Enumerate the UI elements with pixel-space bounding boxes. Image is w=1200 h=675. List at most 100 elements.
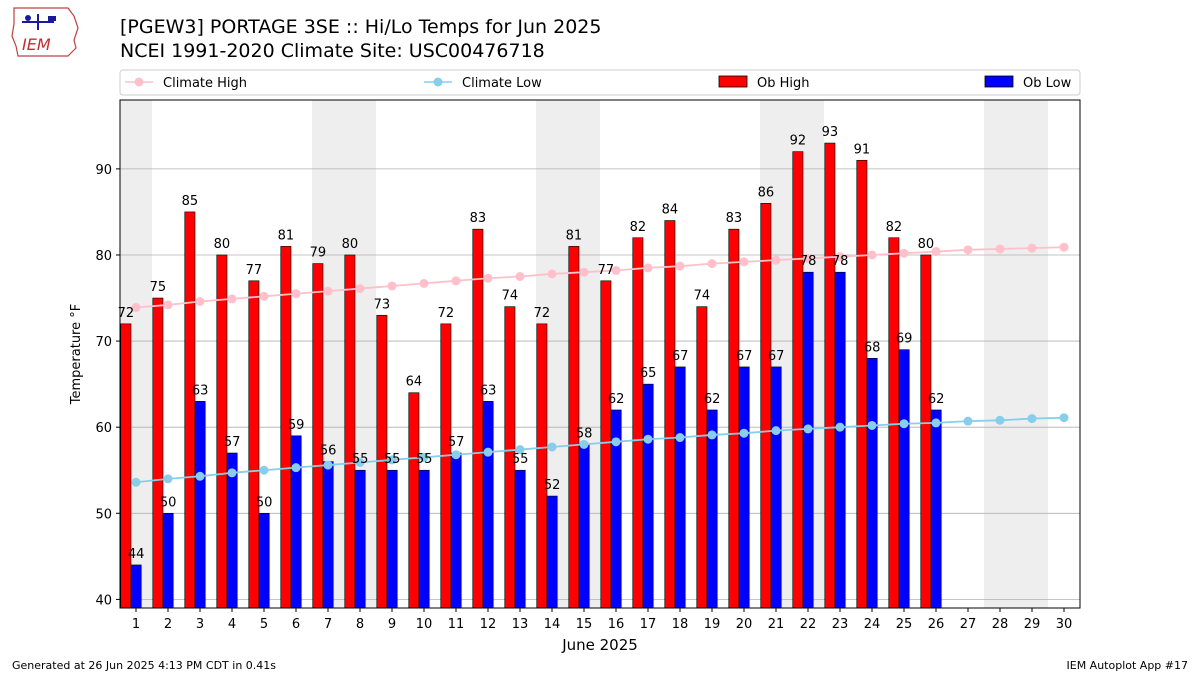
climate-high-point bbox=[675, 261, 685, 271]
climate-high-point bbox=[419, 278, 429, 288]
climate-low-point bbox=[291, 463, 301, 473]
climate-high-point bbox=[643, 263, 653, 273]
legend-label: Ob High bbox=[757, 76, 810, 91]
legend-item-climate-low: Climate Low bbox=[424, 76, 542, 91]
ob-high-bar bbox=[408, 392, 420, 609]
climate-low-point bbox=[931, 418, 941, 428]
ob-high-bar bbox=[696, 306, 708, 609]
ob-low-data-label: 57 bbox=[224, 435, 241, 450]
x-tick-label: 5 bbox=[260, 617, 268, 632]
ob-low-bar bbox=[514, 469, 526, 609]
x-tick-label: 8 bbox=[356, 617, 364, 632]
climate-low-point bbox=[227, 468, 237, 478]
ob-low-data-label: 63 bbox=[192, 383, 209, 398]
climate-low-point bbox=[419, 452, 429, 462]
climate-high-point bbox=[387, 281, 397, 291]
climate-low-point bbox=[707, 430, 717, 440]
ob-high-data-label: 86 bbox=[758, 185, 775, 200]
y-tick-label: 90 bbox=[95, 163, 112, 178]
ob-low-data-label: 44 bbox=[128, 547, 145, 562]
generated-timestamp: Generated at 26 Jun 2025 4:13 PM CDT in … bbox=[12, 659, 277, 672]
x-tick-label: 6 bbox=[292, 617, 300, 632]
ob-low-data-label: 63 bbox=[480, 383, 497, 398]
x-tick-label: 7 bbox=[324, 617, 332, 632]
climate-low-point bbox=[835, 422, 845, 432]
climate-low-point bbox=[131, 477, 141, 487]
climate-high-point bbox=[835, 252, 845, 262]
ob-high-bar bbox=[248, 280, 260, 609]
climate-low-point bbox=[771, 426, 781, 436]
climate-lines bbox=[131, 242, 1069, 487]
climate-high-point bbox=[995, 244, 1005, 254]
ob-low-bar bbox=[578, 444, 590, 609]
ob-low-data-label: 52 bbox=[544, 478, 561, 493]
ob-high-bar bbox=[184, 211, 196, 609]
x-axis-label: June 2025 bbox=[561, 636, 638, 654]
bars bbox=[120, 142, 942, 609]
climate-low-point bbox=[739, 428, 749, 438]
climate-high-point bbox=[771, 255, 781, 265]
climate-high-point bbox=[451, 276, 461, 286]
x-tick-label: 16 bbox=[608, 617, 625, 632]
ob-high-bar bbox=[600, 280, 612, 609]
ob-high-data-label: 80 bbox=[214, 237, 231, 252]
ob-low-bar bbox=[674, 366, 686, 609]
ob-high-bar bbox=[632, 237, 644, 609]
ob-low-bar bbox=[930, 409, 942, 609]
x-tick-label: 9 bbox=[388, 617, 396, 632]
chart-subtitle: NCEI 1991-2020 Climate Site: USC00476718 bbox=[120, 40, 545, 62]
ob-low-data-label: 62 bbox=[928, 392, 945, 407]
climate-high-point bbox=[579, 267, 589, 277]
ob-high-data-label: 93 bbox=[822, 125, 839, 140]
climate-high-point bbox=[227, 294, 237, 304]
ob-high-bar bbox=[664, 220, 676, 609]
ob-high-bar bbox=[152, 297, 164, 609]
ob-low-data-label: 55 bbox=[352, 452, 369, 467]
climate-high-point bbox=[963, 245, 973, 255]
weekend-shade bbox=[984, 100, 1016, 608]
ob-high-data-label: 75 bbox=[150, 280, 167, 295]
ob-low-bar bbox=[770, 366, 782, 609]
x-tick-label: 27 bbox=[960, 617, 977, 632]
legend-label: Ob Low bbox=[1023, 76, 1072, 91]
ob-low-bar bbox=[162, 512, 174, 609]
x-tick-label: 23 bbox=[832, 617, 849, 632]
x-tick-label: 15 bbox=[576, 617, 593, 632]
x-tick-label: 13 bbox=[512, 617, 529, 632]
chart-title: [PGEW3] PORTAGE 3SE :: Hi/Lo Temps for J… bbox=[120, 16, 602, 38]
ob-low-bar bbox=[802, 271, 814, 609]
ob-high-data-label: 92 bbox=[790, 134, 807, 149]
ob-low-bar bbox=[354, 469, 366, 609]
legend-item-climate-high: Climate High bbox=[125, 76, 247, 91]
climate-low-point bbox=[1027, 414, 1037, 424]
climate-high-point bbox=[259, 291, 269, 301]
x-tick-label: 17 bbox=[640, 617, 657, 632]
ob-high-data-label: 83 bbox=[470, 211, 487, 226]
x-tick-label: 28 bbox=[992, 617, 1009, 632]
climate-low-point bbox=[515, 445, 525, 455]
ob-high-data-label: 73 bbox=[374, 297, 391, 312]
ob-low-data-label: 56 bbox=[320, 444, 337, 459]
climate-high-point bbox=[707, 259, 717, 269]
y-tick-label: 70 bbox=[95, 335, 112, 350]
climate-low-point bbox=[643, 434, 653, 444]
ob-high-data-label: 64 bbox=[406, 375, 423, 390]
climate-low-point bbox=[867, 420, 877, 430]
ob-high-data-label: 74 bbox=[502, 289, 519, 304]
climate-high-point bbox=[547, 269, 557, 279]
ob-high-data-label: 72 bbox=[118, 306, 135, 321]
legend-item-ob-low: Ob Low bbox=[984, 75, 1072, 91]
ob-high-data-label: 81 bbox=[278, 228, 295, 243]
ob-low-data-label: 55 bbox=[416, 452, 433, 467]
ob-low-data-label: 59 bbox=[288, 418, 305, 433]
climate-low-point bbox=[195, 471, 205, 481]
x-tick-label: 29 bbox=[1024, 617, 1041, 632]
ob-low-data-label: 78 bbox=[832, 254, 849, 269]
climate-low-point bbox=[163, 474, 173, 484]
ob-high-data-label: 72 bbox=[438, 306, 455, 321]
x-tick-label: 24 bbox=[864, 617, 881, 632]
x-tick-label: 20 bbox=[736, 617, 753, 632]
climate-low-point bbox=[547, 442, 557, 452]
ob-low-bar bbox=[418, 469, 430, 609]
